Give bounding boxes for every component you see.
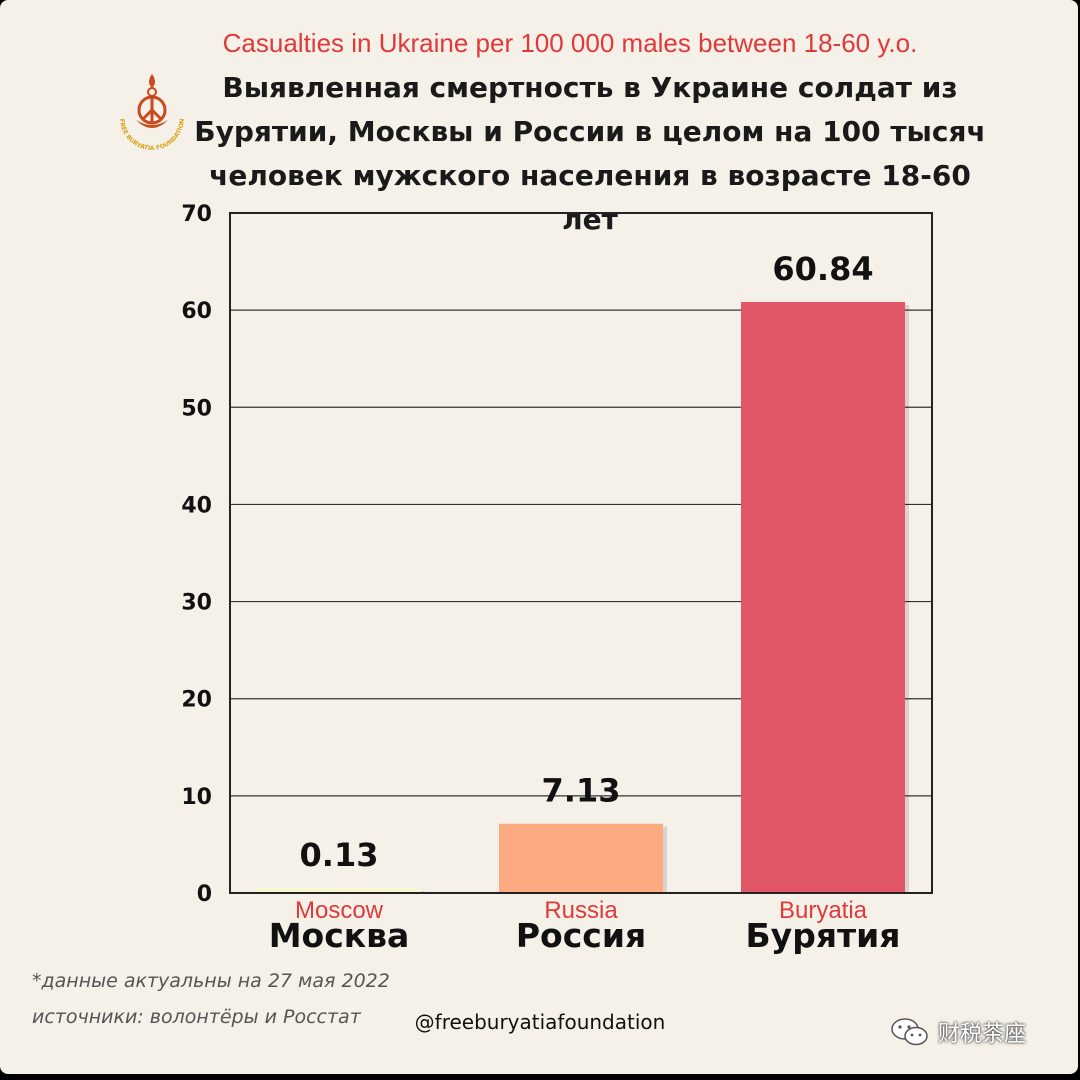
- title-english: Casualties in Ukraine per 100 000 males …: [222, 28, 918, 58]
- y-tick-label: 20: [181, 688, 212, 713]
- category-label-ru: Бурятия: [746, 916, 901, 955]
- y-tick-label: 60: [181, 299, 212, 324]
- note-sources: источники: волонтёры и Росстат: [32, 1006, 361, 1028]
- value-label: 0.13: [300, 836, 379, 874]
- category-label-ru: Москва: [269, 916, 410, 955]
- value-label: 7.13: [542, 772, 621, 810]
- title-russian-line-3: человек мужского населения в возрасте 18…: [209, 159, 971, 236]
- note-date: *данные актуальны на 27 мая 2022: [32, 970, 390, 992]
- value-labels: 0.13 7.13 60.84: [300, 250, 874, 874]
- title-russian: Выявленная смертность в Украине солдат и…: [180, 66, 1000, 242]
- y-tick-label: 70: [181, 202, 212, 227]
- bars: [257, 301, 909, 893]
- category-label-en: Buryatia: [779, 897, 868, 924]
- bar: [257, 888, 421, 893]
- category-label-ru: Россия: [516, 916, 646, 955]
- value-label: 60.84: [772, 250, 873, 288]
- y-axis-ticks: 0 10 20 30 40 50 60 70: [181, 202, 212, 907]
- plot-border: [229, 212, 933, 894]
- y-tick-label: 40: [181, 493, 212, 518]
- social-handle: @freeburyatiafoundation: [414, 1010, 666, 1034]
- y-tick-label: 30: [181, 591, 212, 616]
- free-buryatia-foundation-logo-icon: FREE BURYATIA FOUNDATION: [118, 74, 186, 150]
- category-label-en: Moscow: [295, 897, 384, 924]
- bar-chart: 0 10 20 30 40 50 60 70 0.13 7.13 60.84 MoscowМоск…: [181, 202, 933, 955]
- wechat-icon: [891, 1018, 928, 1046]
- y-tick-label: 50: [181, 396, 212, 421]
- title-russian-line-1: Выявленная смертность в Украине солдат и…: [222, 71, 958, 104]
- y-tick-label: 10: [181, 785, 212, 810]
- watermark-text: 财税茶座: [938, 1022, 1027, 1047]
- title-russian-line-2: Бурятии, Москвы и России в целом на 100 …: [194, 115, 986, 148]
- y-tick-label: 0: [197, 882, 212, 907]
- bar: [741, 301, 905, 893]
- bar: [499, 823, 663, 893]
- category-label-en: Russia: [544, 897, 618, 924]
- watermark: 财税茶座: [890, 1016, 1026, 1048]
